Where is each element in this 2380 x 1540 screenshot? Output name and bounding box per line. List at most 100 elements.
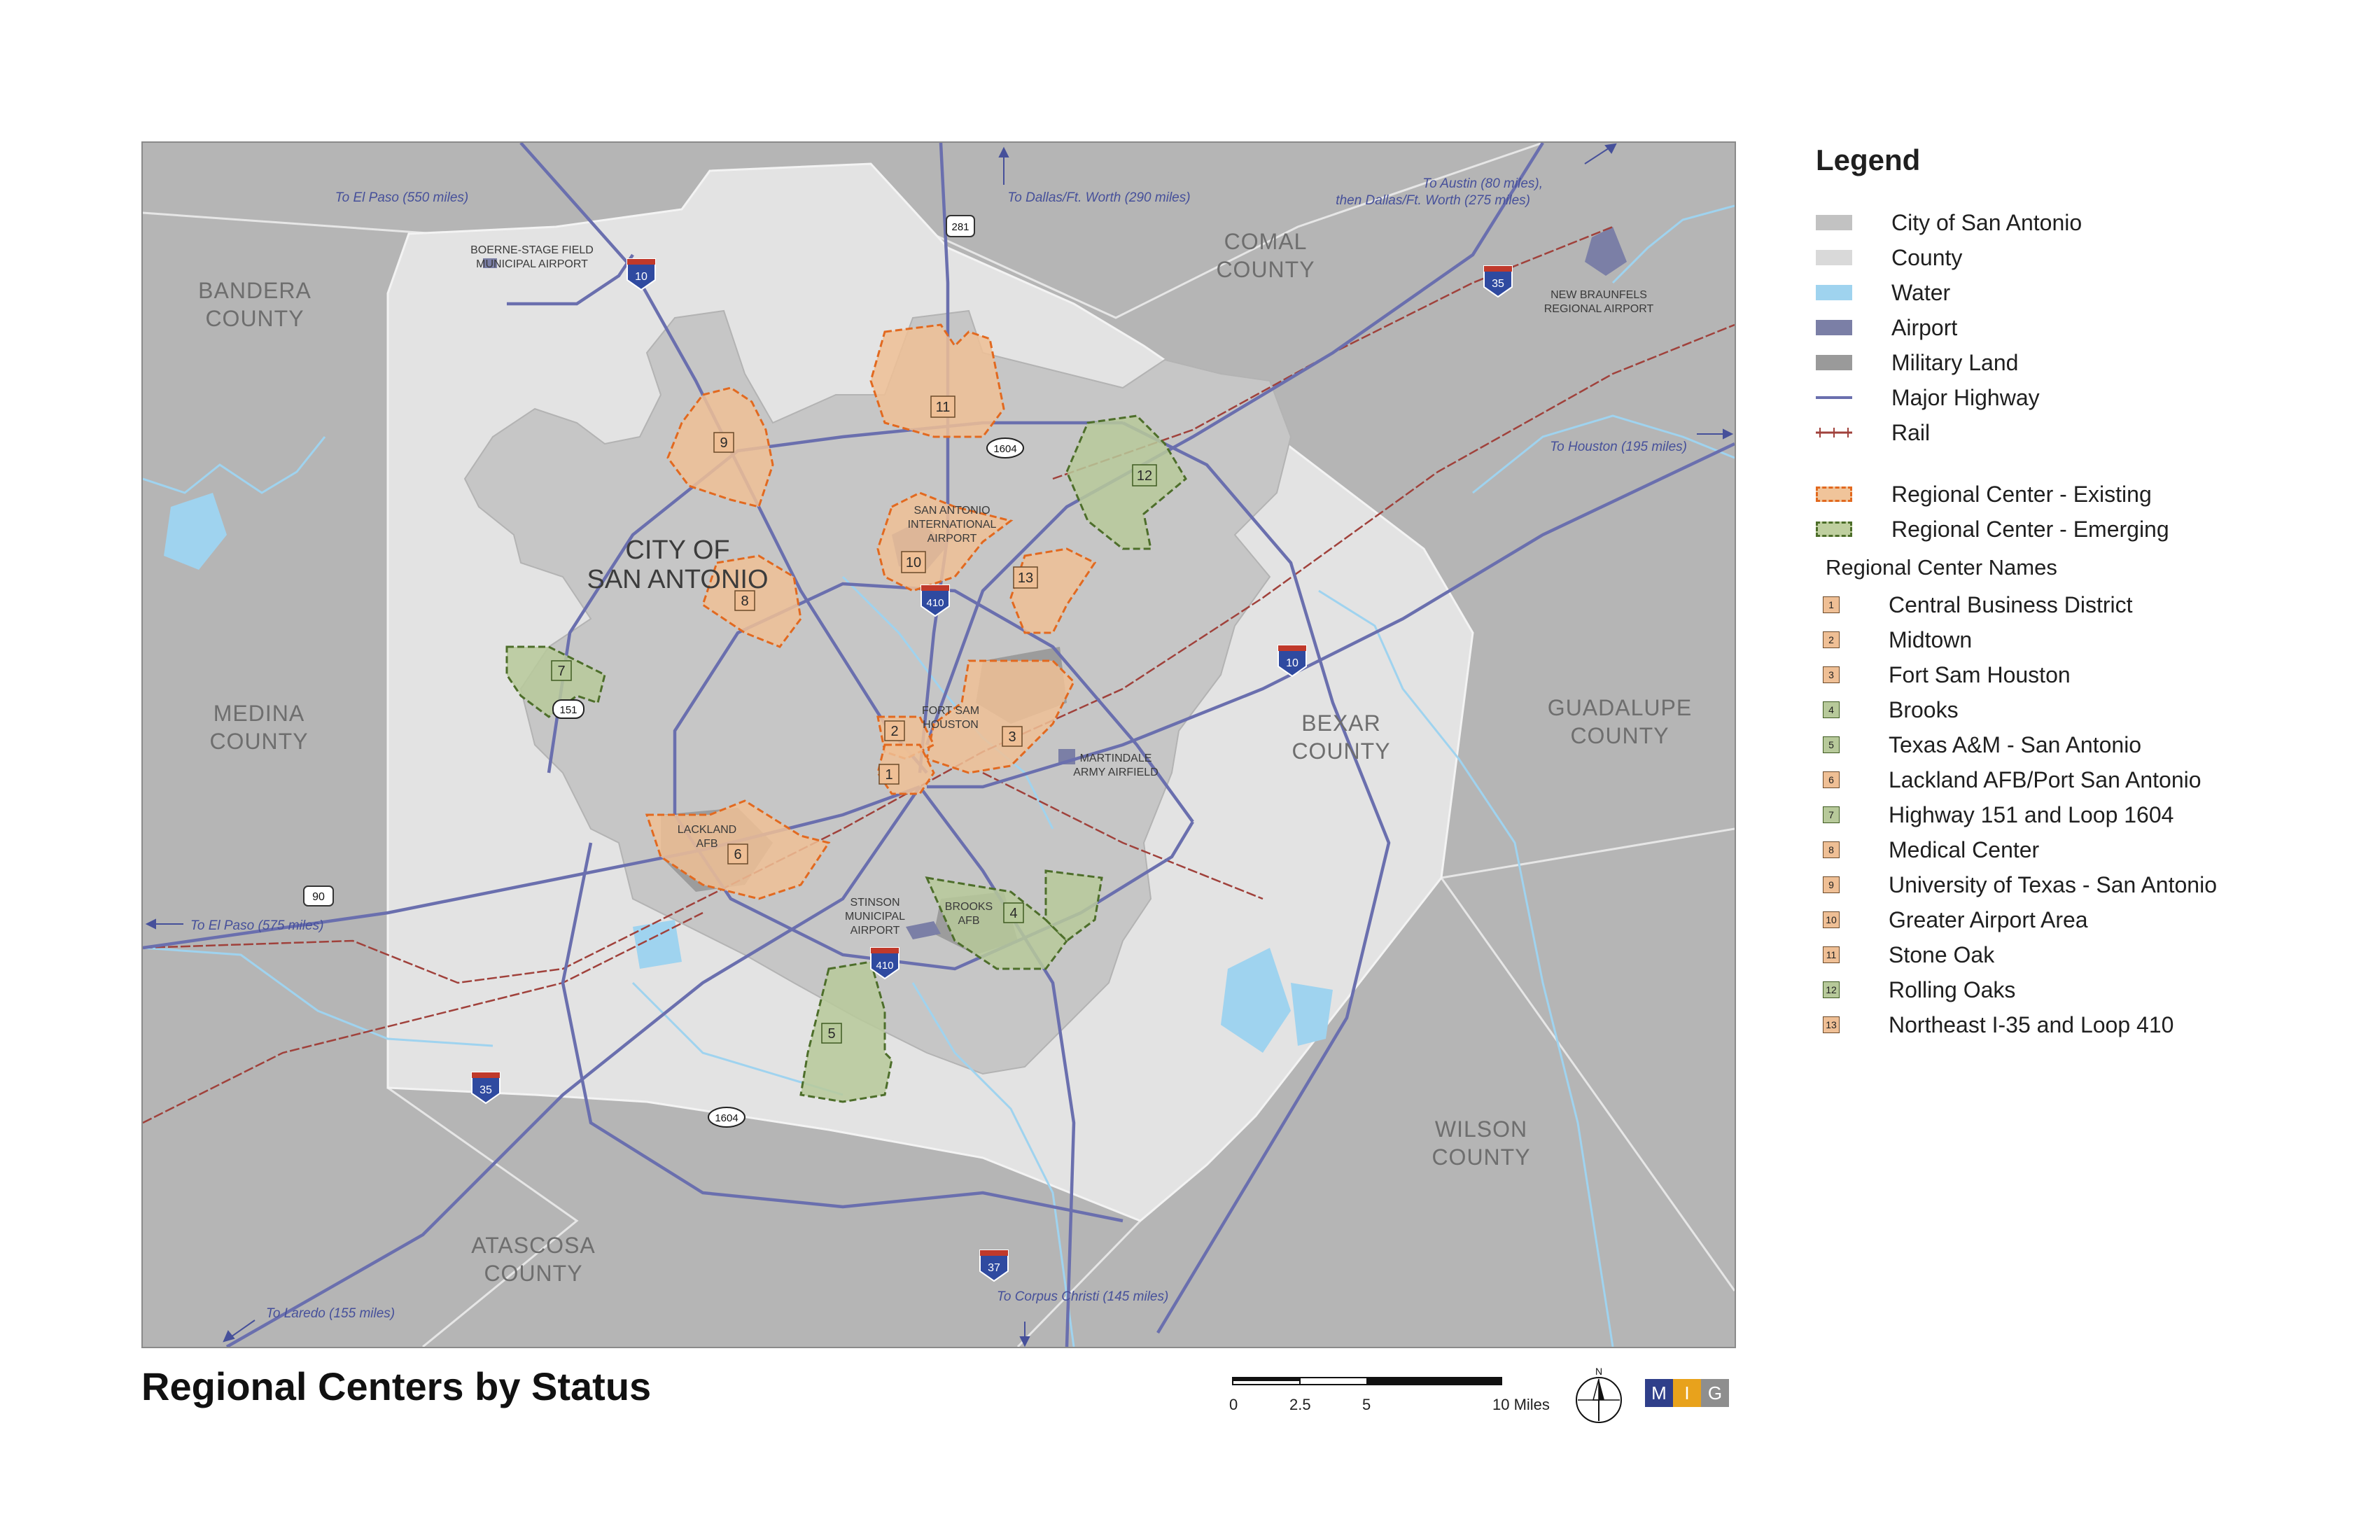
center-number: 3 — [1008, 729, 1016, 745]
county-label: BANDERA — [198, 278, 312, 303]
center-name: Medical Center — [1889, 836, 2040, 862]
rail-line-icon — [1816, 428, 1852, 438]
svg-text:To El Paso (550 miles): To El Paso (550 miles) — [335, 190, 468, 205]
center-list-item: 4 Brooks — [1816, 692, 2348, 727]
map-frame[interactable]: 1 2 3 4 5 6 7 8 9 10 11 12 13 10 281 — [141, 141, 1736, 1348]
svg-text:37: 37 — [988, 1262, 1000, 1274]
svg-text:410: 410 — [926, 597, 944, 609]
county-label: MEDINA — [214, 701, 304, 726]
legend-swatch — [1816, 486, 1852, 502]
center-number: 2 — [890, 724, 898, 739]
center-list-item: 5 Texas A&M - San Antonio — [1816, 727, 2348, 762]
map-labels: BANDERA COUNTY COMAL COUNTY MEDINA COUNT… — [190, 176, 1692, 1321]
legend-item-emerging: Regional Center - Emerging — [1816, 512, 2348, 547]
county-label: BEXAR — [1301, 710, 1380, 736]
center-number: 4 — [1009, 906, 1017, 921]
legend-label: Military Land — [1891, 349, 2019, 375]
legend-swatch — [1816, 285, 1852, 300]
svg-text:INTERNATIONAL: INTERNATIONAL — [908, 519, 997, 531]
legend-swatch — [1816, 355, 1852, 370]
svg-text:To Dallas/Ft. Worth (290 miles: To Dallas/Ft. Worth (290 miles) — [1007, 190, 1190, 205]
svg-text:AFB: AFB — [696, 838, 718, 850]
svg-text:To Corpus Christi (145 miles): To Corpus Christi (145 miles) — [997, 1289, 1168, 1304]
loop-shield-icon: 1604 — [986, 438, 1024, 458]
svg-text:then Dallas/Ft. Worth (275 mil: then Dallas/Ft. Worth (275 miles) — [1336, 193, 1530, 208]
center-number: 5 — [827, 1026, 835, 1042]
center-name: Lackland AFB/Port San Antonio — [1889, 766, 2202, 792]
county-label: COUNTY — [1216, 257, 1315, 282]
center-number-box: 9 — [1823, 876, 1840, 893]
county-label: COUNTY — [1292, 738, 1390, 764]
city-label: CITY OF — [625, 536, 729, 565]
svg-text:35: 35 — [1492, 278, 1504, 290]
center-number: 9 — [720, 435, 727, 451]
legend-swatch — [1816, 250, 1852, 265]
legend-label: County — [1891, 244, 1963, 270]
svg-text:AIRPORT: AIRPORT — [850, 925, 900, 937]
center-list-item: 6 Lackland AFB/Port San Antonio — [1816, 762, 2348, 797]
us-highway-shield-icon: 281 — [946, 215, 975, 237]
us-highway-shield-icon: 90 — [303, 886, 334, 906]
center-number-box: 13 — [1823, 1016, 1840, 1033]
svg-text:ARMY AIRFIELD: ARMY AIRFIELD — [1073, 766, 1158, 778]
center-list-item: 2 Midtown — [1816, 622, 2348, 657]
svg-text:NEW BRAUNFELS: NEW BRAUNFELS — [1550, 289, 1647, 301]
svg-text:To Houston (195 miles): To Houston (195 miles) — [1550, 440, 1687, 454]
svg-text:1604: 1604 — [715, 1112, 738, 1124]
center-number: 8 — [741, 594, 748, 609]
center-number: 12 — [1137, 468, 1152, 484]
svg-text:AFB: AFB — [958, 915, 979, 927]
interstate-shield-icon: 35 — [1483, 265, 1513, 298]
legend-swatch — [1816, 215, 1852, 230]
center-list-item: 12 Rolling Oaks — [1816, 972, 2348, 1007]
center-name: Stone Oak — [1889, 941, 1995, 967]
county-label: COMAL — [1224, 229, 1308, 254]
loop-shield-icon: 1604 — [708, 1107, 746, 1128]
center-list-item: 9 University of Texas - San Antonio — [1816, 867, 2348, 902]
legend-label: Rail — [1891, 419, 1931, 445]
regional-centers-existing — [645, 323, 1097, 900]
svg-text:FORT SAM: FORT SAM — [922, 705, 979, 717]
mig-logo: M I G — [1645, 1379, 1729, 1407]
center-number-box: 8 — [1823, 841, 1840, 858]
county-label: COUNTY — [205, 306, 304, 331]
svg-text:MUNICIPAL AIRPORT: MUNICIPAL AIRPORT — [476, 258, 588, 270]
svg-text:MUNICIPAL: MUNICIPAL — [845, 911, 905, 923]
svg-text:STINSON: STINSON — [850, 897, 899, 909]
scale-label: 2.5 — [1289, 1396, 1311, 1413]
center-name: Texas A&M - San Antonio — [1889, 732, 2142, 757]
county-label: COUNTY — [209, 729, 308, 754]
interstate-shield-icon: 10 — [626, 258, 656, 291]
center-list-item: 1 Central Business District — [1816, 587, 2348, 622]
svg-text:BOERNE-STAGE FIELD: BOERNE-STAGE FIELD — [470, 244, 594, 256]
map-title: Regional Centers by Status — [141, 1364, 652, 1408]
county-label: COUNTY — [1432, 1144, 1530, 1170]
legend-label: Regional Center - Existing — [1891, 481, 2152, 507]
regional-centers-map[interactable]: 1 2 3 4 5 6 7 8 9 10 11 12 13 10 281 — [143, 143, 1735, 1347]
county-label: WILSON — [1435, 1116, 1527, 1142]
svg-text:1604: 1604 — [993, 443, 1016, 455]
center-number-box: 5 — [1823, 736, 1840, 753]
center-number: 11 — [936, 400, 951, 415]
center-number-box: 3 — [1823, 666, 1840, 683]
svg-text:10: 10 — [1286, 657, 1298, 669]
svg-text:281: 281 — [951, 221, 969, 233]
logo-letter: M — [1645, 1379, 1673, 1407]
highway-line-icon — [1816, 396, 1852, 399]
svg-text:AIRPORT: AIRPORT — [927, 533, 977, 545]
legend-label: City of San Antonio — [1891, 209, 2082, 235]
center-number-box: 1 — [1823, 596, 1840, 613]
legend-item-airport: Airport — [1816, 310, 2348, 345]
scale-label: 0 — [1229, 1396, 1238, 1413]
svg-text:35: 35 — [479, 1084, 492, 1096]
legend-label: Water — [1891, 279, 1951, 305]
svg-text:To El Paso (575 miles): To El Paso (575 miles) — [190, 918, 323, 933]
scale-label: 10 Miles — [1492, 1396, 1550, 1413]
center-name: Northeast I-35 and Loop 410 — [1889, 1011, 2174, 1037]
county-label: GUADALUPE — [1548, 695, 1692, 720]
legend-heading: Legend — [1816, 144, 1921, 176]
svg-text:LACKLAND: LACKLAND — [678, 824, 736, 836]
regional-center-names-heading: Regional Center Names — [1826, 555, 2057, 580]
logo-letter: I — [1673, 1379, 1701, 1407]
legend-label: Regional Center - Emerging — [1891, 516, 2169, 542]
